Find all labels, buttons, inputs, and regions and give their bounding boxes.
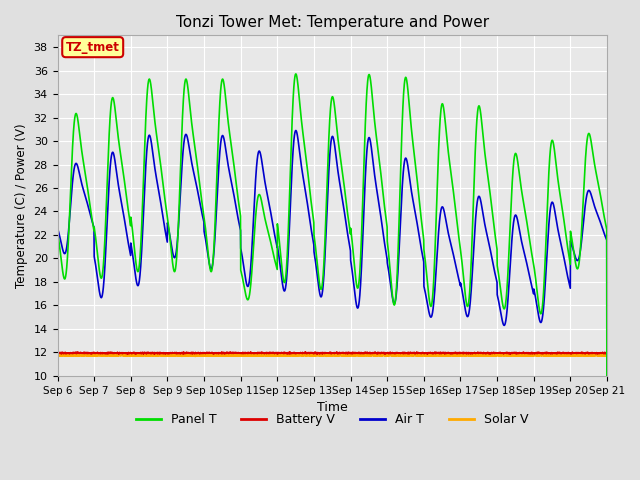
Text: TZ_tmet: TZ_tmet [66,41,120,54]
Line: Battery V: Battery V [58,352,607,354]
Solar V [116,353,124,359]
Battery V [289,350,296,356]
Line: Panel T: Panel T [58,74,607,480]
Air T [292,128,300,133]
Air T [54,225,61,231]
Battery V [593,350,600,356]
Battery V [264,351,272,357]
Panel T [288,120,296,126]
Air T [288,166,296,171]
Panel T [533,289,541,295]
Panel T [116,149,124,155]
Legend: Panel T, Battery V, Air T, Solar V: Panel T, Battery V, Air T, Solar V [131,408,534,431]
Battery V [149,350,157,356]
Solar V [265,353,273,359]
Air T [593,208,600,214]
Air T [264,196,272,202]
Solar V [289,353,296,359]
Battery V [247,349,255,355]
Solar V [534,353,541,359]
Panel T [149,99,157,105]
Y-axis label: Temperature (C) / Power (V): Temperature (C) / Power (V) [15,123,28,288]
Solar V [149,352,157,358]
Solar V [603,352,611,358]
Solar V [191,353,199,359]
Battery V [424,351,431,357]
Panel T [593,171,600,177]
Solar V [76,351,83,357]
Line: Air T: Air T [58,131,607,480]
Battery V [54,349,61,355]
Solar V [54,352,61,358]
Air T [533,304,541,310]
Title: Tonzi Tower Met: Temperature and Power: Tonzi Tower Met: Temperature and Power [175,15,489,30]
Battery V [116,350,124,356]
Panel T [54,229,61,235]
Line: Solar V: Solar V [58,354,607,356]
Battery V [534,350,541,356]
Air T [149,150,157,156]
Solar V [593,353,600,359]
Panel T [264,229,272,235]
Panel T [292,71,300,77]
X-axis label: Time: Time [317,401,348,414]
Battery V [603,350,611,356]
Air T [116,193,124,199]
